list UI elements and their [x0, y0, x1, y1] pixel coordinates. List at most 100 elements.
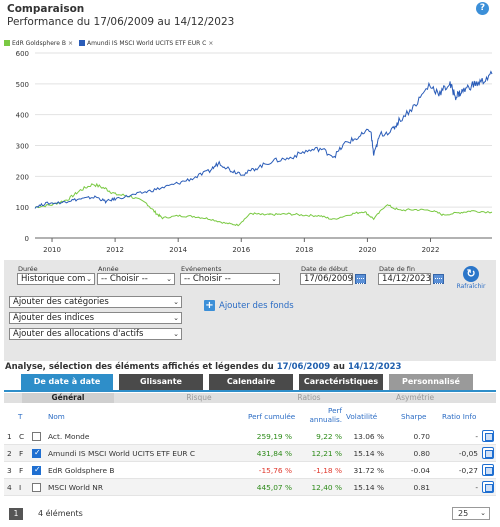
tab-glissante[interactable]: Glissante: [119, 374, 203, 390]
row-ratio-info: -: [475, 483, 478, 492]
add-funds-label: Ajouter des fonds: [219, 300, 294, 311]
row-perf-annualis: 12,21 %: [311, 449, 342, 458]
row-sharpe: 0.80: [413, 449, 430, 458]
table-row[interactable]: 1 C Act. Monde 259,19 % 9,22 % 13.06 % 0.70 -: [4, 428, 496, 445]
row-volatilite: 15.14 %: [353, 483, 384, 492]
table-row[interactable]: 2F Amundi IS MSCI World UCITS ETF EUR C 43…: [4, 445, 496, 462]
x-tick-label: 2012: [106, 246, 124, 254]
subtab-asymetrie[interactable]: Asymétrie: [395, 393, 435, 402]
row-checkbox[interactable]: [32, 448, 41, 458]
y-tick-label: 300: [16, 143, 29, 151]
series-line-edr: [34, 182, 493, 227]
row-name[interactable]: MSCI World NR: [48, 483, 103, 492]
row-perf-cumulee: 259,19 %: [256, 432, 292, 441]
tab-calendaire[interactable]: Calendaire: [209, 374, 293, 390]
document-icon[interactable]: [482, 430, 494, 442]
document-icon[interactable]: [482, 447, 494, 459]
chevron-down-icon: ⌄: [480, 509, 486, 517]
row-name[interactable]: Amundi IS MSCI World UCITS ETF EUR C: [48, 449, 196, 458]
row-type: F: [19, 449, 24, 458]
analyse-prefix: Analyse, sélection des éléments affichés…: [5, 362, 277, 372]
col-header-perf-annualis-2[interactable]: annualis.: [309, 415, 343, 424]
document-icon[interactable]: [482, 481, 494, 493]
subtab-risque[interactable]: Risque: [186, 393, 212, 402]
x-tick-label: 2018: [295, 246, 313, 254]
col-header-type[interactable]: T: [18, 412, 23, 421]
add-indices-label: Ajouter des indices: [13, 313, 95, 323]
refresh-icon: ↻: [463, 266, 479, 282]
chevron-down-icon: ⌄: [271, 275, 277, 283]
row-name[interactable]: EdR Goldsphere B: [48, 466, 115, 475]
tab-de-date-date[interactable]: De date à date: [21, 374, 113, 390]
page-size-select[interactable]: 25 ⌄: [452, 507, 490, 520]
duree-select[interactable]: Historique com ⌄: [17, 273, 95, 285]
analyse-date-to: 14/12/2023: [347, 362, 402, 372]
table-row[interactable]: 4 I MSCI World NR 445,07 % 12,40 % 15.14 % 0.8…: [4, 479, 496, 496]
row-type: I: [19, 483, 22, 492]
evenements-value: -- Choisir --: [184, 274, 231, 284]
legend-item-amundi[interactable]: Amundi IS MSCI World UCITS ETF EUR C ×: [78, 38, 214, 48]
row-perf-annualis: 9,22 %: [316, 432, 342, 441]
row-perf-cumulee: -15,76 %: [258, 466, 292, 475]
annee-select[interactable]: -- Choisir -- ⌄: [97, 273, 175, 285]
legend-remove-amundi-icon[interactable]: ×: [208, 39, 214, 47]
x-tick-label: 2020: [359, 246, 377, 254]
row-volatilite: 13.06 %: [353, 432, 384, 441]
row-checkbox[interactable]: [32, 465, 41, 475]
row-ratio-info: -0,27: [458, 466, 478, 475]
x-tick-label: 2010: [43, 246, 61, 254]
subtab-general[interactable]: Général: [22, 393, 114, 403]
row-type: C: [19, 432, 25, 441]
page-number-button[interactable]: 1: [9, 508, 23, 520]
row-number: 1: [7, 432, 12, 441]
col-header-volatilite[interactable]: Volatilité: [346, 412, 378, 421]
row-checkbox[interactable]: [32, 432, 41, 441]
legend-item-edr[interactable]: EdR Goldsphere B ×: [4, 38, 73, 48]
row-type: F: [19, 466, 24, 475]
row-sharpe: 0.81: [413, 483, 430, 492]
row-perf-cumulee: 445,07 %: [256, 483, 292, 492]
calendar-icon[interactable]: [433, 274, 444, 284]
col-header-nom[interactable]: Nom: [48, 412, 65, 421]
row-name[interactable]: Act. Monde: [48, 432, 90, 441]
date-fin-input[interactable]: 14/12/2023: [378, 273, 431, 285]
evenements-select[interactable]: -- Choisir -- ⌄: [180, 273, 280, 285]
refresh-button[interactable]: ↻ Rafraîchir: [455, 266, 487, 290]
x-tick-label: 2022: [422, 246, 440, 254]
page-title: Comparaison: [7, 3, 85, 15]
add-categories-select[interactable]: Ajouter des catégories ⌄: [9, 296, 182, 308]
help-icon[interactable]: ?: [476, 2, 489, 15]
annee-label: Année: [98, 265, 119, 273]
col-header-perf-annualis-1[interactable]: Perf: [328, 406, 342, 415]
col-header-sharpe[interactable]: Sharpe: [401, 412, 427, 421]
series-line-amundi: [34, 70, 493, 209]
tab-caract-ristiques[interactable]: Caractéristiques: [299, 374, 383, 390]
tab-personnalis-[interactable]: Personnalisé: [389, 374, 473, 390]
view-tabs: De date à date Glissante Calendaire Caracté…: [21, 374, 479, 390]
page-subtitle: Performance du 17/06/2009 au 14/12/2023: [7, 16, 235, 28]
row-volatilite: 31.72 %: [353, 466, 384, 475]
x-tick-label: 2014: [169, 246, 187, 254]
add-indices-select[interactable]: Ajouter des indices ⌄: [9, 312, 182, 324]
duree-label: Durée: [18, 265, 38, 273]
col-header-ratio-info[interactable]: Ratio Info: [442, 412, 477, 421]
legend-label-edr: EdR Goldsphere B: [12, 39, 66, 47]
add-allocations-select[interactable]: Ajouter des allocations d'actifs ⌄: [9, 328, 182, 340]
legend-remove-edr-icon[interactable]: ×: [67, 39, 73, 47]
date-fin-label: Date de fin: [379, 265, 416, 273]
col-header-perf-cumulee[interactable]: Perf cumulée: [248, 412, 296, 421]
evenements-label: Evénements: [181, 265, 222, 273]
document-icon[interactable]: [482, 464, 494, 476]
add-funds-link[interactable]: + Ajouter des fonds: [204, 300, 294, 311]
row-checkbox[interactable]: [32, 483, 41, 492]
table-row[interactable]: 3F EdR Goldsphere B -15,76 % -1,18 % 31.72 %…: [4, 462, 496, 479]
y-tick-label: 0: [25, 235, 29, 243]
legend-label-amundi: Amundi IS MSCI World UCITS ETF EUR C: [86, 39, 207, 47]
subtab-ratios[interactable]: Ratios: [297, 393, 321, 402]
date-debut-label: Date de début: [301, 265, 348, 273]
add-categories-label: Ajouter des catégories: [13, 297, 109, 307]
calendar-icon[interactable]: [355, 274, 366, 284]
analyse-mid: au: [330, 362, 348, 372]
chevron-down-icon: ⌄: [173, 330, 179, 338]
date-debut-input[interactable]: 17/06/2009: [300, 273, 353, 285]
